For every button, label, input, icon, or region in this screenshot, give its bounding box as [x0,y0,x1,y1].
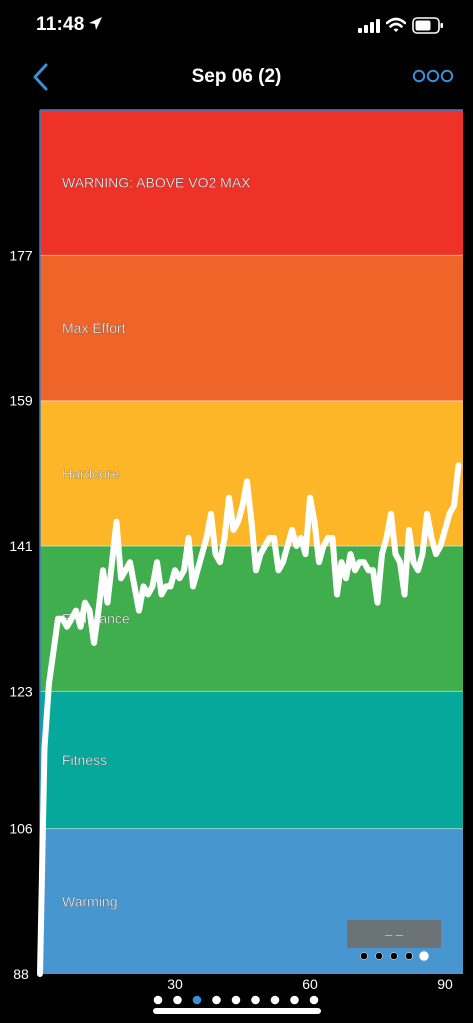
zone-label: WARNING: ABOVE VO2 MAX [62,175,251,191]
page-dot[interactable] [309,995,319,1005]
overlay-box [347,920,441,948]
wifi-icon [386,17,406,32]
zone-band [40,110,463,256]
x-tick-label: 30 [167,976,183,992]
page-dot[interactable] [192,995,202,1005]
y-tick-label: 123 [9,683,33,699]
status-bar: 11:48 [0,0,473,52]
overlay-dot[interactable] [419,951,429,961]
page-dot[interactable] [212,995,221,1005]
cellular-signal-icon [358,19,380,33]
home-indicator [153,1008,321,1014]
zone-band [40,828,463,974]
x-axis-ticks: 30 60 90 [167,976,453,992]
page-dot[interactable] [251,995,260,1005]
x-tick-label: 90 [437,976,453,992]
chart-overlay-pager[interactable]: – – [347,920,441,961]
more-icon[interactable] [412,68,454,84]
zone-bands [39,109,463,974]
page-dot[interactable] [270,995,280,1005]
overlay-label: – – [385,927,404,942]
y-tick-label: 106 [9,821,33,837]
page-indicator[interactable] [0,994,473,1008]
y-axis-ticks: 88 106 123 141 159 177 [9,247,33,982]
nav-bar: Sep 06 (2) [0,52,473,104]
y-tick-label: 141 [9,538,33,554]
zone-band [40,255,463,401]
overlay-dot[interactable] [390,952,398,960]
page-dot[interactable] [173,995,182,1005]
battery-icon [412,17,443,34]
y-tick-label: 177 [9,247,33,263]
y-tick-label: 88 [13,966,29,982]
back-button[interactable] [28,62,54,92]
x-tick-label: 60 [302,976,318,992]
zone-label: Hardcore [62,465,120,481]
heart-rate-line [37,462,462,977]
overlay-dot[interactable] [360,952,368,960]
y-tick-label: 159 [9,393,33,409]
overlay-dot[interactable] [375,952,383,960]
zone-label: Fitness [62,752,107,768]
zone-label: Max Effort [62,320,126,336]
overlay-dot[interactable] [405,952,413,960]
zone-band [40,691,463,829]
page-dot[interactable] [153,995,163,1005]
zone-label: Warming [62,893,118,909]
page-dot[interactable] [290,995,299,1005]
heart-rate-series [37,462,462,977]
page-title: Sep 06 (2) [191,66,282,87]
location-arrow-icon [89,17,102,30]
status-time: 11:48 [36,14,85,35]
page-dot[interactable] [231,995,241,1005]
